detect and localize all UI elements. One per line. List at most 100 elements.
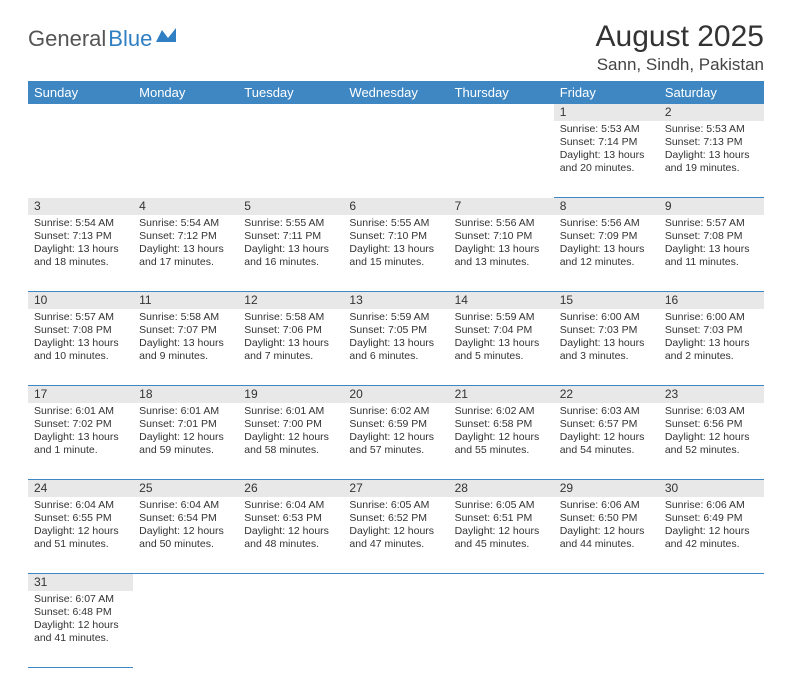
sunset-text: Sunset: 7:03 PM	[560, 324, 653, 337]
sunrise-text: Sunrise: 6:02 AM	[455, 405, 548, 418]
day-cell: Sunrise: 5:56 AMSunset: 7:10 PMDaylight:…	[449, 215, 554, 292]
title-block: August 2025 Sann, Sindh, Pakistan	[596, 20, 764, 75]
day-cell: Sunrise: 6:04 AMSunset: 6:55 PMDaylight:…	[28, 497, 133, 574]
sunset-text: Sunset: 6:59 PM	[349, 418, 442, 431]
day-cell	[238, 591, 343, 668]
day-cell	[133, 591, 238, 668]
sunset-text: Sunset: 7:08 PM	[34, 324, 127, 337]
day-number-cell	[133, 574, 238, 592]
sunset-text: Sunset: 7:11 PM	[244, 230, 337, 243]
day-number-cell: 22	[554, 386, 659, 404]
day-number-cell	[449, 574, 554, 592]
day-cell	[343, 121, 448, 198]
day-cell: Sunrise: 6:07 AMSunset: 6:48 PMDaylight:…	[28, 591, 133, 668]
daylight-text: Daylight: 13 hours and 11 minutes.	[665, 243, 758, 269]
daylight-text: Daylight: 12 hours and 50 minutes.	[139, 525, 232, 551]
day-cell-inner: Sunrise: 6:07 AMSunset: 6:48 PMDaylight:…	[28, 591, 133, 650]
sunset-text: Sunset: 6:56 PM	[665, 418, 758, 431]
calendar-page: General Blue August 2025 Sann, Sindh, Pa…	[0, 0, 792, 688]
day-cell-inner: Sunrise: 5:53 AMSunset: 7:13 PMDaylight:…	[659, 121, 764, 180]
day-cell-inner: Sunrise: 6:02 AMSunset: 6:58 PMDaylight:…	[449, 403, 554, 462]
day-number-row: 24252627282930	[28, 480, 764, 498]
day-cell: Sunrise: 5:56 AMSunset: 7:09 PMDaylight:…	[554, 215, 659, 292]
day-number-cell: 18	[133, 386, 238, 404]
daylight-text: Daylight: 13 hours and 17 minutes.	[139, 243, 232, 269]
sunrise-text: Sunrise: 6:03 AM	[665, 405, 758, 418]
day-number-cell: 14	[449, 292, 554, 310]
daylight-text: Daylight: 12 hours and 58 minutes.	[244, 431, 337, 457]
sunset-text: Sunset: 6:49 PM	[665, 512, 758, 525]
daylight-text: Daylight: 12 hours and 41 minutes.	[34, 619, 127, 645]
day-cell	[659, 591, 764, 668]
day-cell-inner: Sunrise: 6:00 AMSunset: 7:03 PMDaylight:…	[554, 309, 659, 368]
day-number-cell: 6	[343, 198, 448, 216]
day-number-cell: 5	[238, 198, 343, 216]
daylight-text: Daylight: 12 hours and 42 minutes.	[665, 525, 758, 551]
day-cell-inner: Sunrise: 6:02 AMSunset: 6:59 PMDaylight:…	[343, 403, 448, 462]
day-number-cell: 24	[28, 480, 133, 498]
logo: General Blue	[28, 26, 176, 52]
daylight-text: Daylight: 12 hours and 52 minutes.	[665, 431, 758, 457]
day-number-cell	[554, 574, 659, 592]
day-number-cell: 13	[343, 292, 448, 310]
day-number-cell: 3	[28, 198, 133, 216]
sunrise-text: Sunrise: 6:04 AM	[244, 499, 337, 512]
day-cell: Sunrise: 6:06 AMSunset: 6:49 PMDaylight:…	[659, 497, 764, 574]
sunrise-text: Sunrise: 5:58 AM	[139, 311, 232, 324]
daylight-text: Daylight: 13 hours and 2 minutes.	[665, 337, 758, 363]
day-cell: Sunrise: 5:57 AMSunset: 7:08 PMDaylight:…	[659, 215, 764, 292]
day-cell-inner: Sunrise: 6:06 AMSunset: 6:49 PMDaylight:…	[659, 497, 764, 556]
sunset-text: Sunset: 7:09 PM	[560, 230, 653, 243]
day-number-cell: 29	[554, 480, 659, 498]
logo-text-1: General	[28, 26, 106, 52]
daylight-text: Daylight: 13 hours and 20 minutes.	[560, 149, 653, 175]
day-header: Tuesday	[238, 81, 343, 104]
week-row: Sunrise: 6:07 AMSunset: 6:48 PMDaylight:…	[28, 591, 764, 668]
day-cell: Sunrise: 5:55 AMSunset: 7:10 PMDaylight:…	[343, 215, 448, 292]
sunrise-text: Sunrise: 5:57 AM	[665, 217, 758, 230]
daylight-text: Daylight: 13 hours and 1 minute.	[34, 431, 127, 457]
logo-text-2: Blue	[108, 26, 152, 52]
daylight-text: Daylight: 13 hours and 5 minutes.	[455, 337, 548, 363]
day-header: Thursday	[449, 81, 554, 104]
day-cell: Sunrise: 6:05 AMSunset: 6:52 PMDaylight:…	[343, 497, 448, 574]
day-cell-inner: Sunrise: 5:57 AMSunset: 7:08 PMDaylight:…	[28, 309, 133, 368]
day-number-cell: 9	[659, 198, 764, 216]
sunrise-text: Sunrise: 6:04 AM	[34, 499, 127, 512]
day-cell-inner: Sunrise: 5:55 AMSunset: 7:10 PMDaylight:…	[343, 215, 448, 274]
sunrise-text: Sunrise: 6:06 AM	[665, 499, 758, 512]
sunrise-text: Sunrise: 6:06 AM	[560, 499, 653, 512]
day-number-row: 31	[28, 574, 764, 592]
daylight-text: Daylight: 13 hours and 6 minutes.	[349, 337, 442, 363]
day-cell: Sunrise: 6:01 AMSunset: 7:01 PMDaylight:…	[133, 403, 238, 480]
day-number-row: 3456789	[28, 198, 764, 216]
day-cell-inner: Sunrise: 5:54 AMSunset: 7:13 PMDaylight:…	[28, 215, 133, 274]
day-cell-inner: Sunrise: 6:03 AMSunset: 6:56 PMDaylight:…	[659, 403, 764, 462]
day-number-cell	[343, 104, 448, 121]
day-cell: Sunrise: 5:54 AMSunset: 7:12 PMDaylight:…	[133, 215, 238, 292]
day-number-cell: 4	[133, 198, 238, 216]
day-cell-inner: Sunrise: 6:01 AMSunset: 7:01 PMDaylight:…	[133, 403, 238, 462]
sunset-text: Sunset: 7:12 PM	[139, 230, 232, 243]
month-title: August 2025	[596, 20, 764, 53]
day-cell: Sunrise: 5:57 AMSunset: 7:08 PMDaylight:…	[28, 309, 133, 386]
day-number-cell: 25	[133, 480, 238, 498]
day-cell: Sunrise: 6:06 AMSunset: 6:50 PMDaylight:…	[554, 497, 659, 574]
sunset-text: Sunset: 7:08 PM	[665, 230, 758, 243]
day-number-cell	[449, 104, 554, 121]
day-number-cell: 11	[133, 292, 238, 310]
calendar-table: Sunday Monday Tuesday Wednesday Thursday…	[28, 81, 764, 668]
day-cell-inner: Sunrise: 6:01 AMSunset: 7:02 PMDaylight:…	[28, 403, 133, 462]
sunset-text: Sunset: 7:04 PM	[455, 324, 548, 337]
day-number-row: 17181920212223	[28, 386, 764, 404]
daylight-text: Daylight: 12 hours and 54 minutes.	[560, 431, 653, 457]
sunset-text: Sunset: 7:10 PM	[349, 230, 442, 243]
day-number-cell: 8	[554, 198, 659, 216]
daylight-text: Daylight: 13 hours and 13 minutes.	[455, 243, 548, 269]
daylight-text: Daylight: 13 hours and 10 minutes.	[34, 337, 127, 363]
week-row: Sunrise: 5:54 AMSunset: 7:13 PMDaylight:…	[28, 215, 764, 292]
daylight-text: Daylight: 13 hours and 12 minutes.	[560, 243, 653, 269]
day-cell: Sunrise: 6:03 AMSunset: 6:56 PMDaylight:…	[659, 403, 764, 480]
day-cell: Sunrise: 6:00 AMSunset: 7:03 PMDaylight:…	[554, 309, 659, 386]
daylight-text: Daylight: 13 hours and 18 minutes.	[34, 243, 127, 269]
